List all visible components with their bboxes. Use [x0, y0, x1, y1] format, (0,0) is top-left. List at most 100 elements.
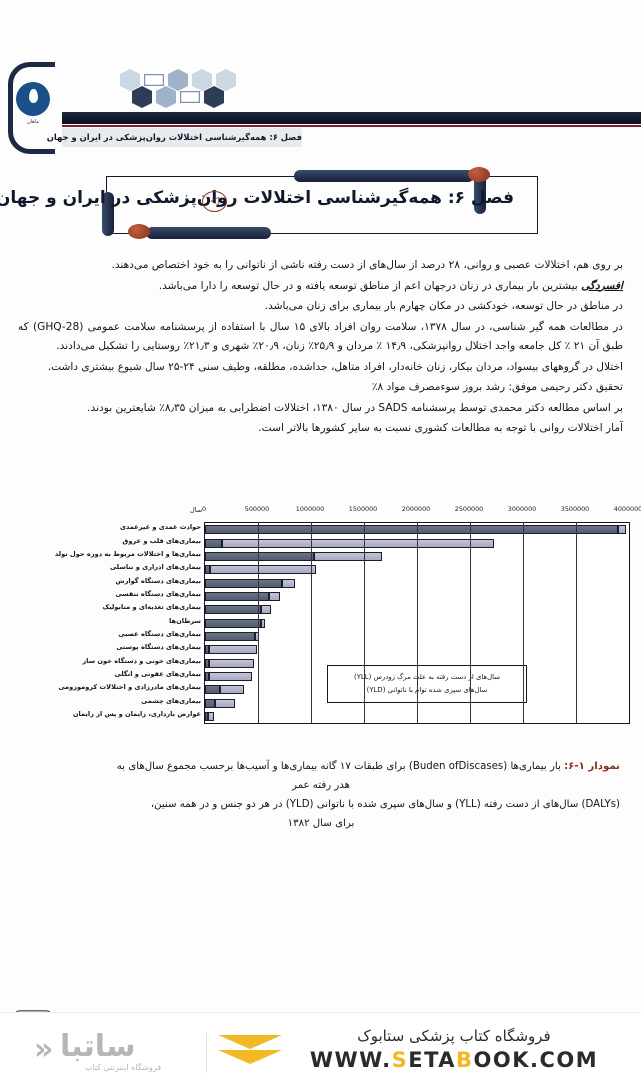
- chart-figure: سال 0 500000 1000000 1500000 2000000 2500000 3…: [8, 500, 641, 755]
- bar-segment-yll: [205, 658, 210, 668]
- running-head-text: فصل ۶: همه‌گیرشناسی اختلالات روان‌پزشکی …: [46, 132, 302, 142]
- chapter-seal-icon: ◁: [202, 191, 227, 212]
- header-dark-bar: [62, 112, 641, 124]
- hexagon-decoration: [112, 68, 252, 120]
- gridline-6: [523, 523, 524, 723]
- paragraph-3: در مناطق در حال توسعه، خودکشی در مکان چه…: [264, 300, 623, 312]
- bar-segment-yll: [205, 631, 255, 641]
- bar-segment-yld: [209, 671, 252, 681]
- legend-entry-yll: سال‌های از دست رفته به علت مرگ زودرس (YL…: [354, 673, 500, 681]
- plaque-dot-top-right: [468, 167, 490, 182]
- url-eta: ETA: [408, 1048, 457, 1072]
- x-tick-3: 1500000: [348, 505, 378, 513]
- publisher-logo: ماهان: [8, 62, 62, 154]
- bar-segment-yld: [261, 618, 266, 628]
- chapter-title: فصل ۶: همه‌گیرشناسی اختلالات روان‌پزشکی …: [0, 188, 514, 208]
- logo-c-shape: [8, 62, 55, 154]
- site-footer: « ساتبا فروشگاه اینترنتی کتاب فروشگاه کت…: [0, 1012, 641, 1080]
- bar-row: [205, 578, 296, 588]
- plaque-cap-bottom: [146, 227, 271, 239]
- bar-segment-yld: [209, 645, 257, 655]
- bar-row: [205, 565, 317, 575]
- paragraph-1: بر روی هم، اختلالات عصبی و روانی، ۲۸ درص…: [111, 259, 623, 271]
- page-header: ماهان فصل ۶: همه‌گیرشناسی اختلالات روان‌…: [0, 0, 641, 165]
- x-tick-4: 2000000: [401, 505, 431, 513]
- category-label: بیماری‌های دستگاه عصبی: [118, 629, 201, 638]
- bar-segment-yll: [205, 565, 211, 575]
- x-tick-5: 2500000: [454, 505, 484, 513]
- running-head-tab: [62, 128, 302, 147]
- bar-segment-yld: [618, 525, 626, 535]
- bar-segment-yld: [209, 658, 254, 668]
- category-label: بیماری‌های ادراری و تناسلی: [109, 563, 201, 572]
- footer-logo-word: ساتبا: [60, 1029, 137, 1064]
- gridline-2: [311, 523, 312, 723]
- bar-segment-yll: [205, 551, 315, 561]
- category-label: بیماری‌ها و اختلالات مربوط به دوره حول ت…: [54, 549, 201, 558]
- bar-segment-yll: [205, 525, 619, 535]
- footer-tagline: فروشگاه کتاب پزشکی ستابوک: [357, 1027, 551, 1045]
- footer-logo[interactable]: « ساتبا فروشگاه اینترنتی کتاب: [34, 1025, 282, 1073]
- footer-branding: فروشگاه کتاب پزشکی ستابوک WWW.SETABOOK.C…: [289, 1025, 619, 1073]
- category-label: بیماری‌های عفونی و انگلی: [114, 669, 201, 678]
- bar-segment-yld: [314, 551, 382, 561]
- gridline-7: [576, 523, 577, 723]
- bar-row: [205, 618, 266, 628]
- category-label: بیماری‌های دستگاه گوارش: [115, 576, 201, 585]
- bar-segment-yld: [214, 698, 235, 708]
- hex-1: [120, 69, 140, 90]
- bar-row: [205, 685, 245, 695]
- bar-segment-yll: [205, 618, 262, 628]
- gridline-5: [470, 523, 471, 723]
- bar-segment-yld: [268, 591, 281, 601]
- plaque-dot-bottom-left: [128, 224, 150, 239]
- bar-row: [205, 645, 257, 655]
- bar-segment-yll: [205, 645, 210, 655]
- logo-caption: ماهان: [26, 119, 40, 125]
- chapter-title-plaque: فصل ۶: همه‌گیرشناسی اختلالات روان‌پزشکی …: [0, 167, 558, 240]
- bar-segment-yll: [205, 685, 220, 695]
- x-tick-8: 4000000: [613, 505, 641, 513]
- hex-4: [192, 69, 212, 90]
- bar-row: [205, 525, 626, 535]
- paragraph-6: تحقیق دکتر رحیمی موفق: رشد بروز سوءمصرف …: [371, 381, 623, 393]
- hex-3: [168, 69, 188, 90]
- bar-segment-yll: [205, 605, 262, 615]
- footer-divider: [206, 1033, 207, 1073]
- hex-6: [156, 86, 176, 107]
- url-s: S: [391, 1048, 409, 1072]
- url-prefix: WWW.: [309, 1048, 392, 1072]
- chart-legend: سال‌های از دست رفته به علت مرگ زودرس (YL…: [327, 665, 527, 703]
- bar-row: [205, 631, 260, 641]
- category-label: بیماری‌های دستگاه تنفسی: [115, 589, 201, 598]
- category-label: بیماری‌های چشمی: [141, 696, 201, 705]
- bar-row: [205, 671, 252, 681]
- gridline-1: [258, 523, 259, 723]
- x-tick-0: 0: [201, 505, 207, 513]
- x-tick-6: 3000000: [507, 505, 537, 513]
- bar-segment-yll: [205, 698, 215, 708]
- category-label: بیماری‌های دستگاه پوستی: [116, 643, 201, 652]
- x-axis-ticks: 0 500000 1000000 1500000 2000000 2500000 30000…: [201, 505, 641, 519]
- category-label: بیماری‌های تغذیه‌ای و متابولیک: [102, 603, 201, 612]
- url-rest: OOK.COM: [473, 1048, 599, 1072]
- plaque-cap-top: [294, 170, 474, 182]
- bar-row: [205, 658, 254, 668]
- footer-chevron-icon: «: [34, 1032, 54, 1067]
- x-tick-7: 3500000: [560, 505, 590, 513]
- x-tick-2: 1000000: [295, 505, 325, 513]
- url-b: B: [456, 1048, 474, 1072]
- paragraph-4: در مطالعات همه گیر شناسی، در سال ۱۳۷۸، س…: [18, 320, 624, 353]
- bar-segment-yll: [205, 671, 210, 681]
- paragraph-8: آمار اختلالات روانی با توجه به مطالعات ک…: [258, 422, 623, 434]
- bar-segment-yld: [282, 578, 296, 588]
- category-label: سرطان‌ها: [169, 616, 201, 625]
- y-axis-category-labels: حوادث عمدی و غیرعمدی بیماری‌های قلب و عرو…: [8, 522, 201, 722]
- footer-url[interactable]: WWW.SETABOOK.COM: [289, 1047, 619, 1073]
- footer-chevron-mark-icon: [218, 1035, 282, 1073]
- bar-segment-yll: [205, 711, 209, 721]
- hex-7: [180, 86, 200, 107]
- caption-line-2: هدر رفته عمر: [291, 780, 351, 791]
- category-label: بیماری‌های خونی و دستگاه خون ساز: [82, 656, 201, 665]
